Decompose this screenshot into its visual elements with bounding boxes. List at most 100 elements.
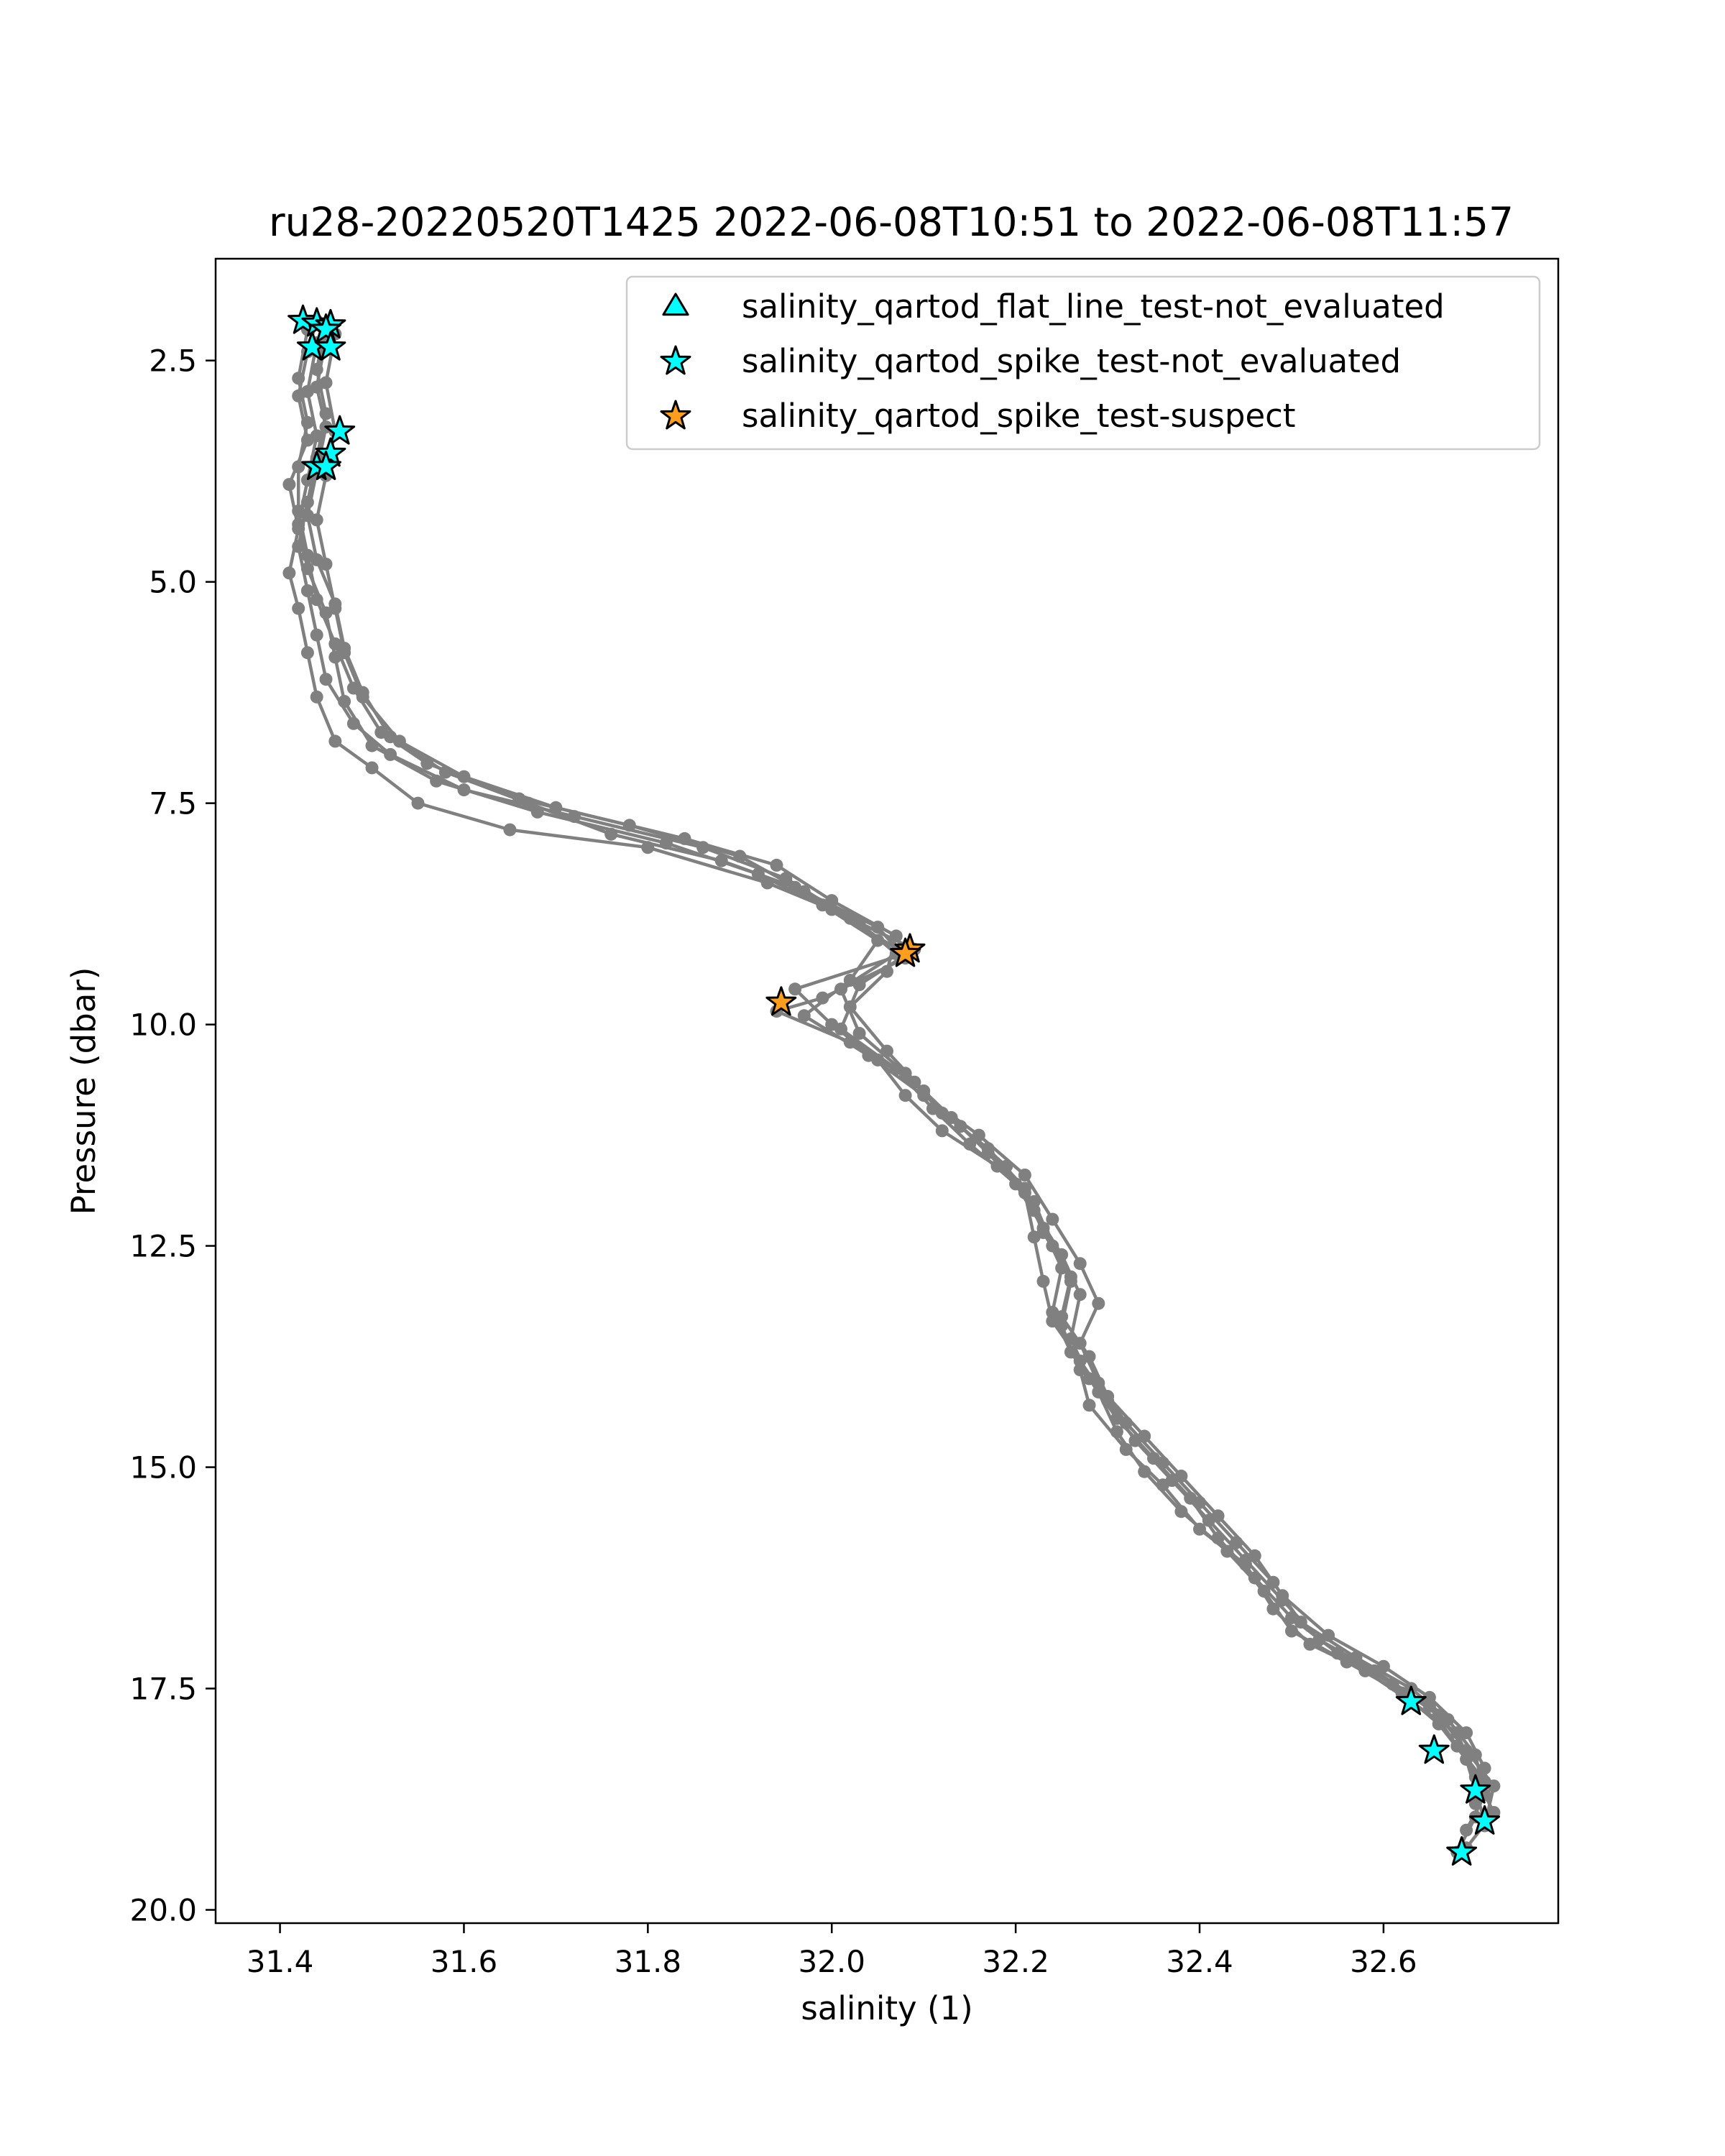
data-point (908, 1075, 921, 1089)
data-point (411, 796, 425, 810)
data-point (1156, 1456, 1169, 1470)
x-tick-label: 31.4 (247, 1944, 314, 1979)
data-point (365, 761, 379, 775)
data-point (1478, 1761, 1491, 1775)
data-point (1349, 1651, 1363, 1664)
data-point (338, 695, 351, 708)
data-point (530, 805, 544, 819)
data-point (1468, 1748, 1482, 1761)
data-point (880, 1044, 893, 1058)
data-point (797, 1009, 811, 1023)
data-point (1138, 1465, 1151, 1478)
spike-not-evaluated-marker (310, 313, 341, 343)
data-point (346, 717, 360, 730)
data-point (760, 876, 774, 890)
data-point (365, 739, 379, 752)
data-point (1092, 1376, 1105, 1390)
x-axis-ticks: 31.4 31.6 31.8 32.0 32.2 32.4 32.6 (247, 1923, 1417, 1979)
legend-box (625, 275, 1541, 451)
data-point (788, 880, 802, 894)
data-point (356, 686, 369, 699)
plot-area (282, 304, 1501, 1866)
data-point (788, 982, 802, 996)
y-axis-ticks: 2.5 5.0 7.5 10.0 12.5 15.0 17.5 20.0 (129, 344, 216, 1928)
data-point (1220, 1544, 1234, 1558)
data-point (310, 553, 323, 566)
data-point (770, 858, 783, 872)
data-point (714, 854, 728, 867)
data-point (1285, 1624, 1298, 1638)
data-point (1119, 1416, 1133, 1429)
data-point (310, 628, 323, 642)
data-point (1174, 1505, 1188, 1519)
data-point (522, 796, 535, 810)
data-point (300, 415, 314, 429)
data-point (954, 1120, 967, 1133)
data-point (282, 566, 296, 580)
data-point (1101, 1390, 1115, 1403)
profile-line-4 (296, 342, 1486, 1831)
data-point (898, 1067, 912, 1080)
chart-title: ru28-20220520T1425 2022-06-08T10:51 to 2… (269, 199, 1514, 245)
data-point (1266, 1602, 1280, 1616)
data-point (503, 823, 517, 837)
y-axis-label: Pressure (dbar) (65, 967, 103, 1215)
data-point (871, 921, 885, 934)
data-point (733, 849, 747, 863)
data-point (1018, 1181, 1031, 1195)
x-tick-label: 32.4 (1166, 1944, 1233, 1979)
data-point (1248, 1571, 1261, 1585)
data-point (1460, 1726, 1473, 1740)
data-point (1055, 1261, 1069, 1275)
data-point (1441, 1713, 1455, 1726)
data-point (300, 562, 314, 576)
data-point (816, 991, 829, 1005)
data-point (1138, 1429, 1151, 1443)
data-point (1027, 1204, 1041, 1217)
spike-not-evaluated-marker (310, 451, 341, 480)
profile-line-0 (288, 320, 1496, 1849)
y-tick-label: 5.0 (149, 565, 197, 600)
legend-label-spike-not-evaluated: salinity_qartod_spike_test-not_evaluated (742, 342, 1401, 380)
data-point (1073, 1257, 1087, 1271)
data-point (834, 1022, 847, 1036)
data-point (1257, 1585, 1271, 1598)
data-point (1294, 1616, 1307, 1629)
data-point (1119, 1442, 1133, 1456)
data-point (1193, 1496, 1206, 1509)
data-point (1358, 1664, 1372, 1677)
legend-marker-triangle (662, 292, 689, 316)
y-tick-label: 2.5 (149, 344, 197, 379)
data-point (1036, 1226, 1050, 1240)
data-point (1110, 1425, 1123, 1439)
data-point (659, 837, 673, 850)
x-axis-label: salinity (1) (801, 1989, 972, 2027)
y-tick-label: 7.5 (149, 786, 197, 821)
data-point (990, 1159, 1004, 1173)
data-point (282, 478, 296, 492)
data-point (292, 540, 305, 553)
legend-marker-star (660, 400, 691, 430)
data-point (696, 841, 710, 854)
data-point (862, 1049, 875, 1062)
data-point (917, 1089, 931, 1102)
data-point (328, 597, 342, 611)
data-point (641, 841, 655, 854)
data-point (292, 517, 305, 531)
data-point (843, 1000, 857, 1013)
data-point (1422, 1690, 1436, 1704)
data-point (338, 642, 351, 655)
data-point (604, 827, 618, 841)
spike-not-evaluated-marker (315, 331, 346, 361)
data-point (1073, 1337, 1087, 1350)
spike-not-evaluated-marker (1469, 1805, 1501, 1835)
data-point (779, 872, 793, 885)
legend-label-spike-suspect: salinity_qartod_spike_test-suspect (742, 397, 1296, 435)
data-point (319, 673, 333, 686)
data-point (1064, 1345, 1077, 1359)
data-point (1211, 1509, 1225, 1523)
y-tick-label: 15.0 (129, 1450, 197, 1485)
data-point (834, 982, 847, 996)
data-point (300, 495, 314, 509)
